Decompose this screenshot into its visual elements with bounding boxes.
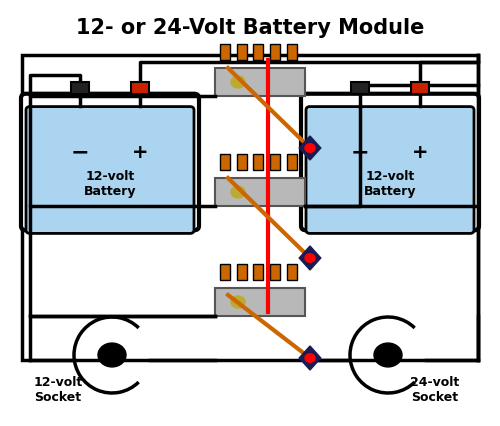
- Text: 12-volt
Battery: 12-volt Battery: [364, 170, 416, 199]
- Bar: [270, 264, 280, 280]
- FancyBboxPatch shape: [301, 94, 479, 230]
- Text: 12-volt
Socket: 12-volt Socket: [34, 376, 82, 404]
- Bar: [220, 44, 230, 60]
- Polygon shape: [299, 346, 321, 370]
- Bar: [215, 288, 305, 316]
- Circle shape: [231, 76, 245, 88]
- Text: −: −: [350, 142, 370, 162]
- Bar: [351, 82, 369, 94]
- Circle shape: [231, 186, 245, 198]
- Bar: [287, 264, 297, 280]
- Text: +: +: [412, 143, 428, 161]
- Text: 12- or 24-Volt Battery Module: 12- or 24-Volt Battery Module: [76, 18, 424, 38]
- Bar: [220, 264, 230, 280]
- Bar: [237, 44, 247, 60]
- Bar: [215, 178, 305, 206]
- Text: −: −: [70, 142, 90, 162]
- Bar: [411, 82, 429, 94]
- Bar: [253, 264, 263, 280]
- Bar: [220, 154, 230, 170]
- Bar: [22, 55, 478, 360]
- Bar: [287, 154, 297, 170]
- Circle shape: [305, 254, 315, 262]
- Bar: [71, 82, 89, 94]
- Bar: [253, 154, 263, 170]
- Text: +: +: [132, 143, 148, 161]
- FancyBboxPatch shape: [26, 106, 194, 233]
- Bar: [287, 44, 297, 60]
- Circle shape: [374, 343, 402, 367]
- Circle shape: [231, 296, 245, 308]
- Bar: [215, 68, 305, 96]
- Text: 24-volt
Socket: 24-volt Socket: [410, 376, 460, 404]
- Bar: [131, 82, 149, 94]
- Text: 12-volt
Battery: 12-volt Battery: [84, 170, 136, 199]
- Circle shape: [305, 354, 315, 362]
- Circle shape: [98, 343, 126, 367]
- Bar: [253, 44, 263, 60]
- Bar: [237, 154, 247, 170]
- Polygon shape: [299, 136, 321, 160]
- Circle shape: [305, 144, 315, 152]
- Polygon shape: [299, 246, 321, 270]
- Bar: [270, 44, 280, 60]
- Bar: [270, 154, 280, 170]
- FancyBboxPatch shape: [21, 94, 199, 230]
- Bar: [237, 264, 247, 280]
- FancyBboxPatch shape: [306, 106, 474, 233]
